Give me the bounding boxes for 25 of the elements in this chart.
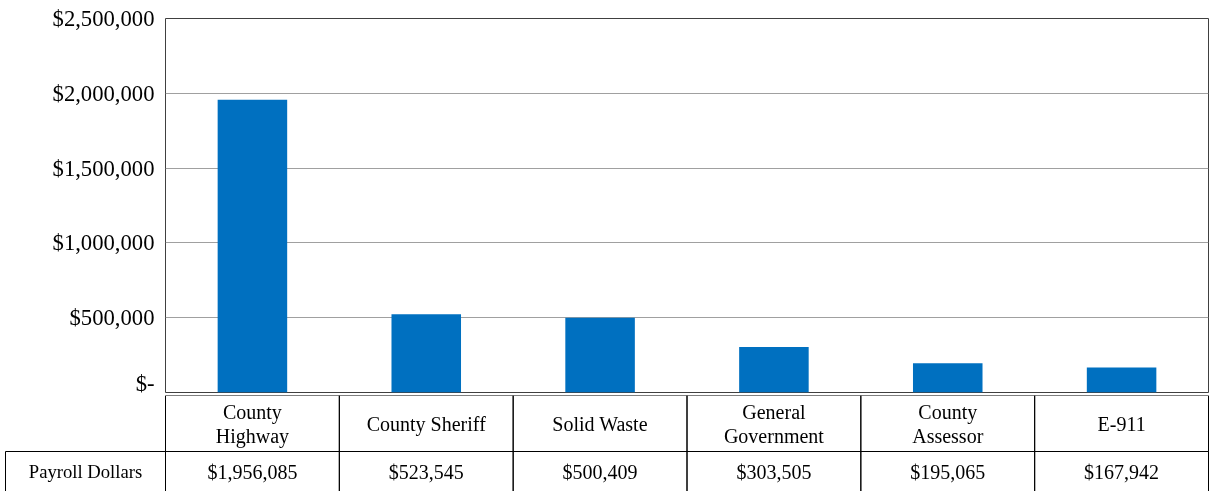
data-label: $303,505 xyxy=(736,460,812,483)
data-label: $500,409 xyxy=(562,460,638,483)
x-tick-label: County Sheriff xyxy=(366,412,487,436)
data-label: $195,065 xyxy=(910,460,986,483)
data-label: $523,545 xyxy=(388,460,464,483)
bar xyxy=(912,363,983,393)
y-tick-label: $1,000,000 xyxy=(52,230,155,256)
x-tick-label: Solid Waste xyxy=(552,412,648,435)
bar xyxy=(739,347,809,393)
y-tick-label: $500,000 xyxy=(69,305,155,331)
bar xyxy=(391,314,462,393)
data-label: $1,956,085 xyxy=(207,460,298,483)
bar xyxy=(565,317,635,393)
x-tick-label: General Government xyxy=(723,400,825,447)
text: Payroll Dollars xyxy=(28,461,143,482)
x-tick-label: E-911 xyxy=(1097,412,1146,435)
x-tick-label: County Highway xyxy=(215,400,290,448)
y-tick-label: $2,500,000 xyxy=(52,6,155,31)
bar xyxy=(1086,367,1157,393)
x-tick-label: County Assessor xyxy=(912,400,984,447)
bar xyxy=(217,99,288,393)
y-tick-label: $- xyxy=(135,370,155,396)
data-label: $167,942 xyxy=(1084,460,1160,483)
y-tick-label: $1,500,000 xyxy=(52,155,155,181)
y-tick-label: $2,000,000 xyxy=(52,80,155,106)
